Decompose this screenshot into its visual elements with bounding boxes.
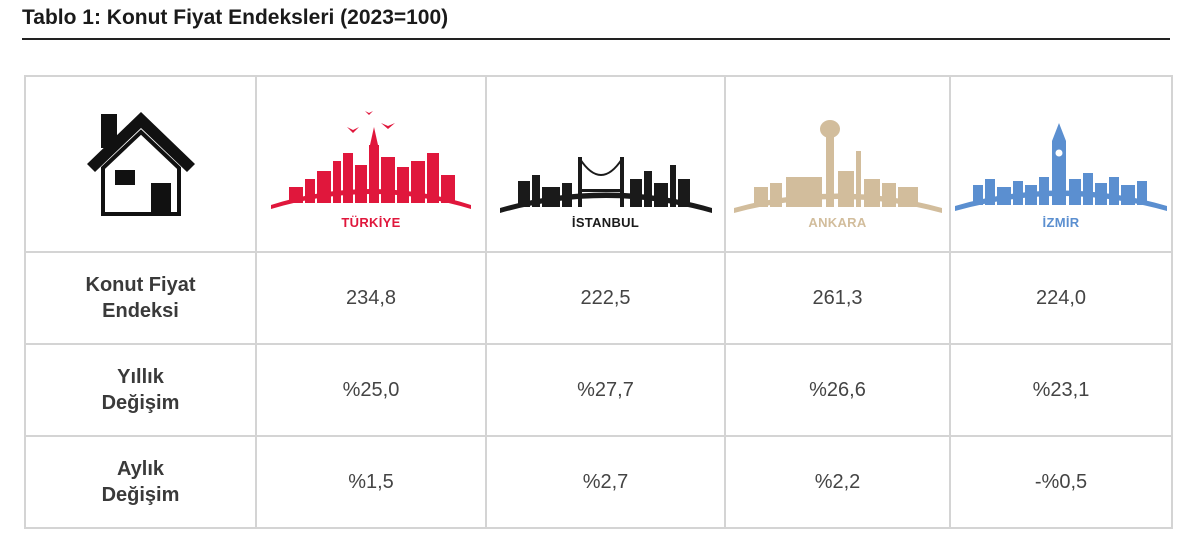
table-row: Yıllık Değişim %25,0 %27,7 %26,6 %23,1 [24,343,1173,437]
table-cell: %26,6 [724,343,951,437]
region-izmir: İZMİR [949,75,1173,253]
cell-value: -%0,5 [1034,470,1088,493]
table-cell: %1,5 [255,435,487,529]
table-cell: -%0,5 [949,435,1173,529]
table-cell: 234,8 [255,251,487,345]
price-index-table: TÜRKİYE [24,75,1173,529]
cell-value: %23,1 [1032,378,1090,401]
cell-value: 224,0 [1035,286,1087,309]
cell-value: %2,7 [582,470,629,493]
row-label-line: Aylık [116,458,165,480]
row-label-line: Değişim [101,392,180,414]
region-ankara: ANKARA [724,75,951,253]
region-label-ankara: ANKARA [808,214,867,230]
row-label: Yıllık Değişim [24,343,257,437]
region-label-istanbul: İSTANBUL [571,214,640,230]
table-cell: %2,2 [724,435,951,529]
cell-value: %1,5 [348,470,394,493]
cell-value: 222,5 [580,286,631,309]
house-icon-cell [24,75,257,253]
region-istanbul: İSTANBUL [485,75,726,253]
row-label-line: Değişim [101,484,180,506]
cell-value: %27,7 [577,378,634,401]
row-label: Aylık Değişim [24,435,257,529]
table-cell: 222,5 [485,251,726,345]
ankara-skyline-icon [733,119,942,213]
cell-value: 261,3 [812,286,863,309]
row-label-line: Endeksi [102,300,179,322]
table-cell: 224,0 [949,251,1173,345]
cell-value: %2,2 [814,470,861,493]
row-label: Konut Fiyat Endeksi [24,251,257,345]
cell-value: %26,6 [809,378,866,401]
turkiye-skyline-icon [271,110,471,209]
table-cell: %2,7 [485,435,726,529]
title-divider [22,38,1170,40]
region-label-izmir: İZMİR [1042,214,1080,230]
table-cell: %27,7 [485,343,726,437]
table-cell: %25,0 [255,343,487,437]
table-row: Konut Fiyat Endeksi 234,8 222,5 261,3 22… [24,251,1173,345]
row-label-line: Konut Fiyat [85,274,196,296]
istanbul-skyline-icon [499,156,712,213]
region-turkiye: TÜRKİYE [255,75,487,253]
cell-value: 234,8 [345,286,397,309]
region-label-turkiye: TÜRKİYE [341,214,401,230]
izmir-skyline-icon [955,122,1167,211]
table-cell: %23,1 [949,343,1173,437]
table-cell: 261,3 [724,251,951,345]
header-row: TÜRKİYE [24,75,1173,253]
row-label-line: Yıllık [117,366,164,388]
house-icon [86,111,195,216]
cell-value: %25,0 [342,378,400,401]
table-row: Aylık Değişim %1,5 %2,7 %2,2 -%0,5 [24,435,1173,529]
table-title: Tablo 1: Konut Fiyat Endeksleri (2023=10… [22,6,449,29]
